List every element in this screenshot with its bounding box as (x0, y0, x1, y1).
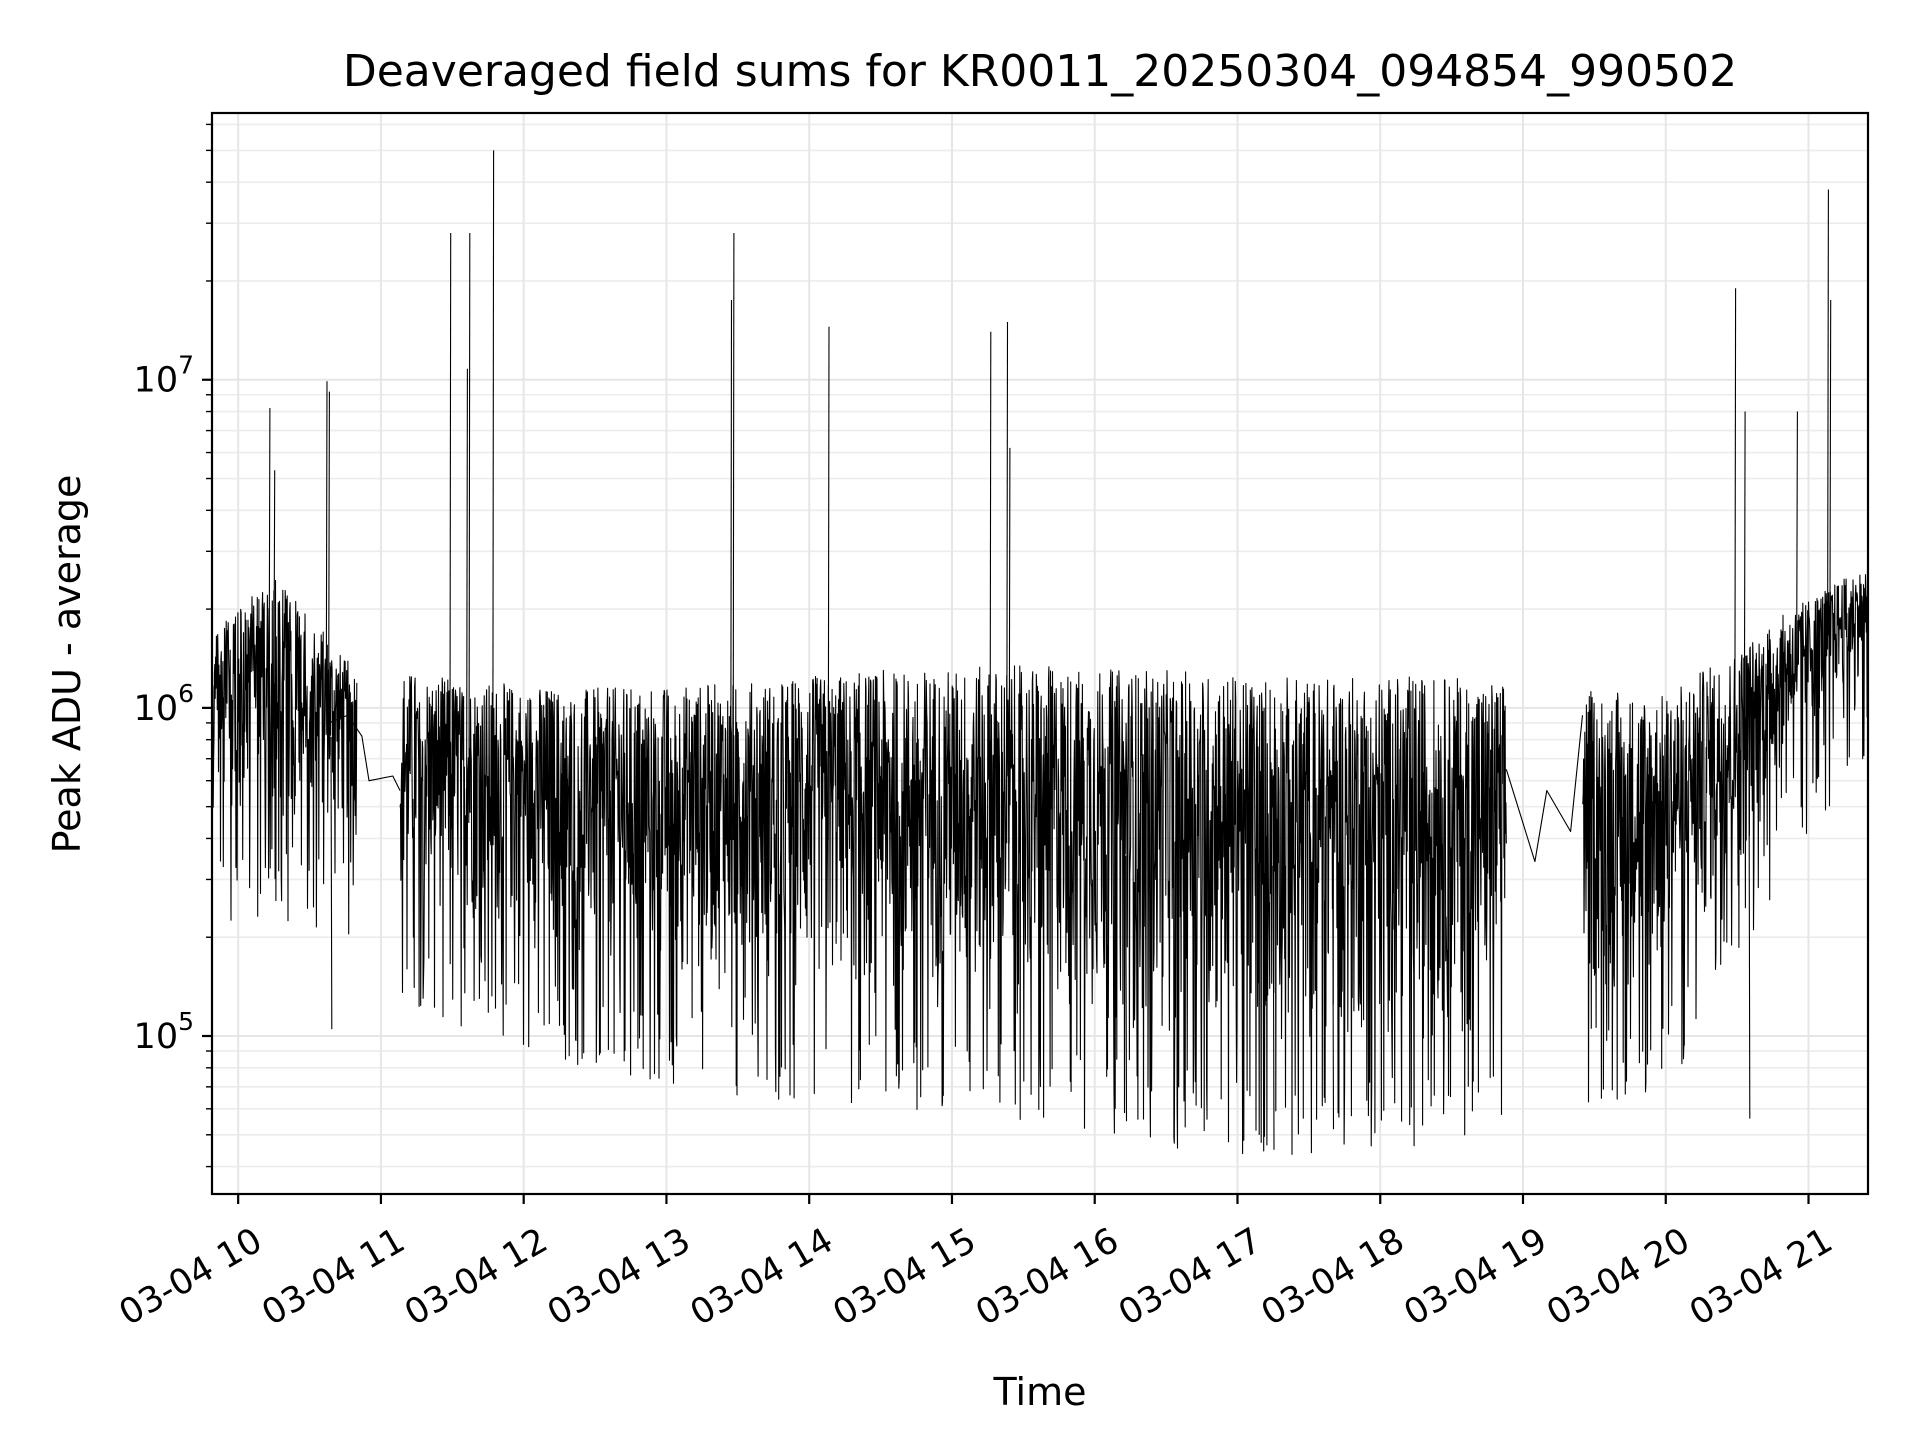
series-layer (211, 150, 1869, 1155)
series-spike (268, 407, 271, 703)
series-spike (1796, 411, 1798, 680)
y-tick-exponent: 7 (178, 351, 194, 380)
x-tick-label: 03-04 13 (541, 1221, 697, 1334)
x-tick-label: 03-04 19 (1398, 1221, 1554, 1334)
plot-frame (210, 111, 1870, 1196)
series-spike (989, 331, 992, 843)
series-spike (1125, 855, 1128, 1122)
y-tick-label: 105 (134, 1007, 194, 1057)
series-spike (466, 368, 468, 807)
y-tick-exponent: 5 (178, 1007, 194, 1036)
series-gap-link (328, 714, 401, 791)
series-spike (1008, 447, 1011, 844)
y-tick-exponent: 6 (178, 679, 194, 708)
x-tick-label: 03-04 18 (1255, 1221, 1411, 1334)
y-tick-base: 10 (134, 361, 179, 401)
series-line-noise (211, 569, 1869, 1155)
x-tick-label: 03-04 21 (1683, 1221, 1839, 1334)
series-spike (492, 150, 495, 813)
x-tick-label: 03-04 17 (1112, 1221, 1268, 1334)
x-tick-label: 03-04 14 (684, 1221, 840, 1334)
series-spike (330, 736, 333, 1030)
series-spike (328, 391, 330, 736)
x-tick-label: 03-04 12 (398, 1221, 554, 1334)
series-spike (1829, 299, 1832, 648)
x-tick-label: 03-04 20 (1540, 1221, 1696, 1334)
series-spike (1332, 866, 1335, 1130)
series-spike (449, 232, 452, 802)
series-spike (1743, 411, 1746, 761)
series-spike (1827, 189, 1829, 650)
series-spike (1748, 749, 1751, 1119)
x-tick-label: 03-04 11 (256, 1221, 412, 1334)
series-spike (273, 470, 276, 700)
series-spike (1734, 288, 1737, 780)
chart-title: Deaveraged field sums for KR0011_2025030… (343, 46, 1737, 97)
y-tick-base: 10 (134, 1017, 179, 1057)
x-tick-label: 03-04 16 (969, 1221, 1125, 1334)
x-axis-label: Time (993, 1370, 1087, 1414)
y-tick-label: 106 (134, 679, 194, 729)
y-tick-label: 107 (134, 351, 194, 401)
series-spike (827, 326, 830, 841)
y-axis-label: Peak ADU - average (45, 475, 89, 854)
series-spike (1272, 865, 1275, 1150)
series-spike (325, 381, 328, 734)
x-tick-label: 03-04 15 (827, 1221, 983, 1334)
series-spike (732, 232, 735, 841)
x-tick-label: 03-04 10 (113, 1221, 269, 1334)
y-tick-base: 10 (134, 689, 179, 729)
series-spike (468, 232, 471, 808)
series-spike (1006, 321, 1009, 844)
series-gap-link (1505, 715, 1584, 863)
series-spike (730, 299, 733, 840)
